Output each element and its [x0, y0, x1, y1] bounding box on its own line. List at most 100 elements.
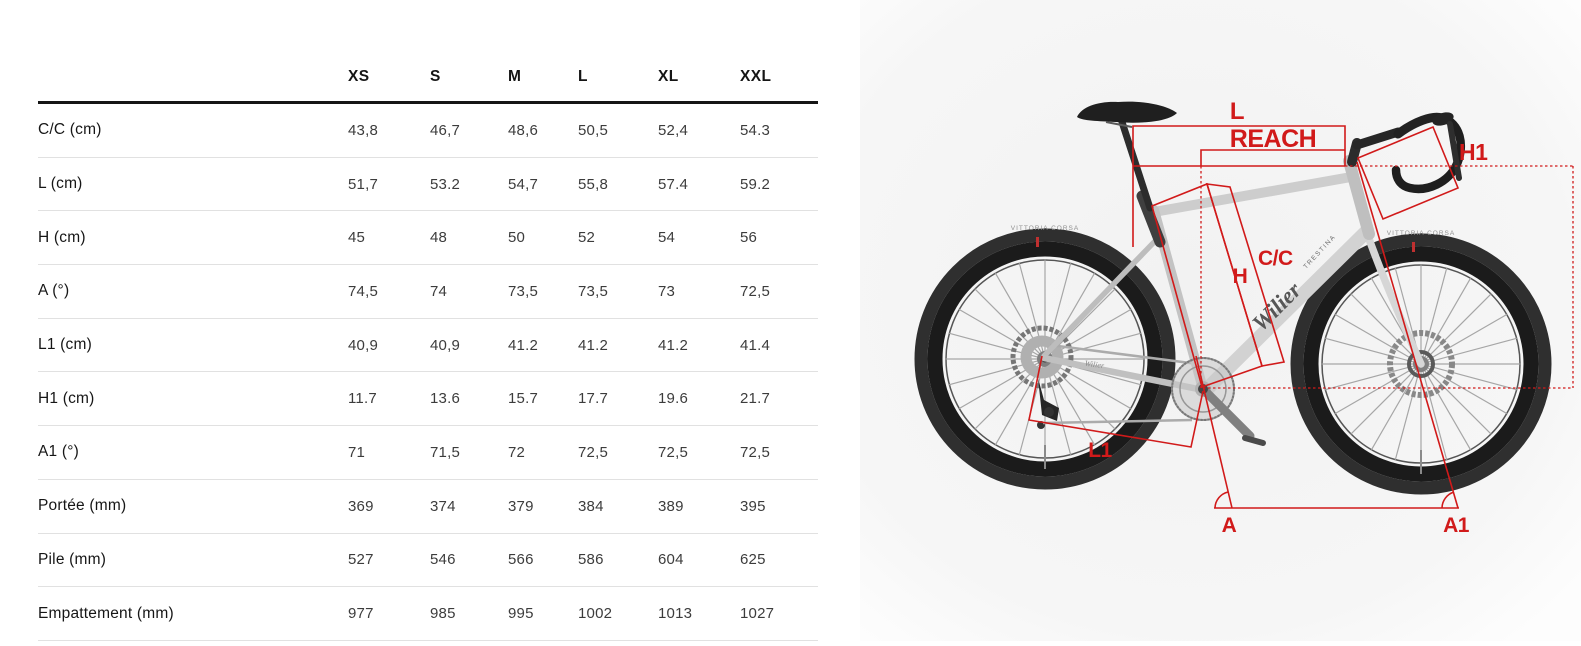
value-cell: 50 — [508, 229, 526, 247]
label-cc: C/C — [1258, 247, 1293, 270]
seat-angle-line — [1195, 355, 1233, 509]
value-cell: 72 — [508, 443, 526, 461]
value-cell: 48,6 — [508, 121, 538, 139]
table-row: C/C (cm) 43,8 46,7 48,6 50,5 52,4 54.3 — [38, 104, 818, 158]
size-header-xl: XL — [658, 68, 679, 85]
value-cell: 40,9 — [348, 336, 378, 354]
value-cell: 41.4 — [740, 336, 770, 354]
value-cell: 625 — [740, 551, 766, 569]
geometry-annotations — [1028, 125, 1574, 509]
seatpost — [1118, 118, 1154, 212]
value-cell: 72,5 — [578, 443, 608, 461]
front-wheel: VITTORIA CORSA — [1297, 230, 1545, 488]
l1-measure-line — [1028, 355, 1204, 448]
value-cell: 71 — [348, 443, 366, 461]
value-cell: 985 — [430, 605, 456, 623]
rear-rotor — [1010, 325, 1074, 389]
value-cell: 54 — [658, 229, 676, 247]
value-cell: 389 — [658, 497, 684, 515]
label-h: H — [1233, 265, 1248, 288]
crank-arm — [1198, 384, 1255, 441]
drivetrain — [1010, 325, 1455, 429]
cockpit — [1347, 112, 1466, 194]
value-cell: 40,9 — [430, 336, 460, 354]
h1-measure-box — [1356, 125, 1460, 221]
value-cell: 546 — [430, 551, 456, 569]
size-header-m: M — [508, 68, 522, 85]
value-cell: 995 — [508, 605, 534, 623]
value-cell: 43,8 — [348, 121, 378, 139]
value-cell: 1002 — [578, 605, 613, 623]
rear-tire-logo-mark — [1036, 237, 1039, 247]
seat-stay — [1041, 235, 1161, 359]
size-header-s: S — [430, 68, 441, 85]
stem — [1352, 127, 1403, 150]
value-cell: 977 — [348, 605, 374, 623]
pedal — [1242, 435, 1266, 446]
table-row: L (cm) 51,7 53.2 54,7 55,8 57.4 59.2 — [38, 158, 818, 212]
rear-tire-label: VITTORIA CORSA — [1011, 225, 1079, 232]
h-measure-band — [1205, 183, 1286, 367]
label-reach: REACH — [1230, 125, 1316, 153]
value-cell: 54,7 — [508, 175, 538, 193]
a1-angle-arc — [1441, 491, 1455, 509]
value-cell: 13.6 — [430, 390, 460, 408]
a-angle-arc — [1214, 491, 1229, 509]
value-cell: 46,7 — [430, 121, 460, 139]
value-cell: 369 — [348, 497, 374, 515]
label-a1: A1 — [1443, 514, 1470, 537]
table-row: A1 (°) 71 71,5 72 72,5 72,5 72,5 — [38, 426, 818, 480]
value-cell: 72,5 — [740, 443, 770, 461]
value-cell: 1027 — [740, 605, 775, 623]
value-cell: 48 — [430, 229, 448, 247]
value-cell: 51,7 — [348, 175, 378, 193]
value-cell: 45 — [348, 229, 366, 247]
row-label: H (cm) — [38, 228, 86, 246]
row-label: L1 (cm) — [38, 336, 92, 354]
photo-background — [860, 0, 1581, 641]
table-row: Portée (mm) 369 374 379 384 389 395 — [38, 480, 818, 534]
row-label: H1 (cm) — [38, 389, 95, 407]
handlebar-drop — [1391, 113, 1466, 194]
size-header-xs: XS — [348, 68, 370, 85]
table-row: H (cm) 45 48 50 52 54 56 — [38, 211, 818, 266]
value-cell: 56 — [740, 229, 758, 247]
value-cell: 19.6 — [658, 390, 688, 408]
value-cell: 52 — [578, 229, 596, 247]
row-label: Pile (mm) — [38, 550, 107, 568]
reach-measure-line — [1200, 149, 1345, 166]
value-cell: 41.2 — [578, 336, 608, 354]
l-measure-line — [1132, 125, 1346, 247]
geometry-table: XS S M L XL XXL C/C (cm) 43,8 46,7 48,6 50,5 52,4 5… — [38, 0, 818, 641]
row-label: L (cm) — [38, 175, 83, 193]
value-cell: 527 — [348, 551, 374, 569]
table-row: L1 (cm) 40,9 40,9 41.2 41.2 41.2 41.4 — [38, 319, 818, 373]
rear-wheel: VITTORIA CORSA — [921, 225, 1169, 483]
row-label: C/C (cm) — [38, 121, 102, 139]
value-cell: 586 — [578, 551, 604, 569]
value-cell: 566 — [508, 551, 534, 569]
down-tube — [1199, 225, 1373, 397]
top-tube — [1149, 172, 1356, 217]
saddle-rail — [1105, 121, 1133, 128]
value-cell: 15.7 — [508, 390, 538, 408]
geometry-table-body: C/C (cm) 43,8 46,7 48,6 50,5 52,4 54.3 L (cm) 51… — [38, 104, 818, 641]
row-label: Empattement (mm) — [38, 604, 174, 622]
fork — [1364, 232, 1425, 368]
brake-lever — [1447, 121, 1462, 181]
value-cell: 72,5 — [740, 282, 770, 300]
cassette — [1020, 335, 1064, 379]
size-header-l: L — [578, 68, 588, 85]
chainstay-logo: Wilier — [1084, 359, 1105, 371]
saddle — [1077, 101, 1177, 123]
value-cell: 17.7 — [578, 390, 608, 408]
label-a: A — [1222, 514, 1237, 537]
size-header-row: XS S M L XL XXL — [38, 0, 818, 104]
value-cell: 74 — [430, 282, 448, 300]
annotation-labels: L REACH H1 C/C H L1 A A1 — [1088, 98, 1488, 537]
value-cell: 73 — [658, 282, 676, 300]
value-cell: 73,5 — [578, 282, 608, 300]
value-cell: 54.3 — [740, 121, 770, 139]
head-tube — [1343, 155, 1375, 240]
value-cell: 59.2 — [740, 175, 770, 193]
